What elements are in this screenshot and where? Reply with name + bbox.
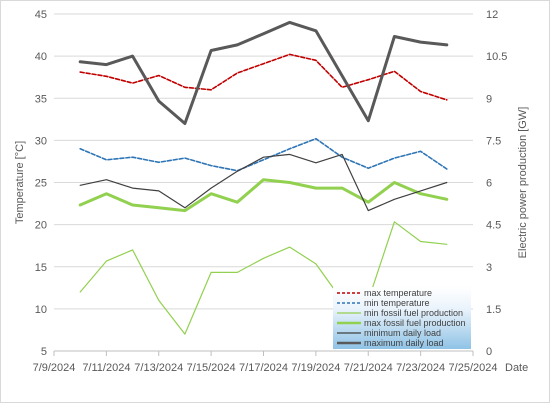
y-left-tick-label: 30 <box>35 135 47 147</box>
x-tick-label: 7/25/2024 <box>449 362 498 374</box>
y-left-tick-label: 35 <box>35 93 47 105</box>
series-line-max-fossil-fuel-production <box>78 178 449 213</box>
y-right-tick-label: 7.5 <box>486 135 501 147</box>
x-tick-label: 7/21/2024 <box>344 362 393 374</box>
y-left-tick-label: 45 <box>35 9 47 21</box>
x-tick-label: 7/19/2024 <box>291 362 340 374</box>
y-right-tick-label: 1.5 <box>486 304 501 316</box>
series-line-max-temperature <box>79 53 448 101</box>
legend-box <box>333 287 471 349</box>
y-right-tick-label: 10.5 <box>486 51 507 63</box>
y-left-tick-label: 40 <box>35 51 47 63</box>
y-left-tick-label: 25 <box>35 178 47 190</box>
series-line-min-fossil-fuel-production <box>79 221 448 335</box>
y-left-tick-label: 5 <box>41 346 47 358</box>
y-left-tick-label: 20 <box>35 220 47 232</box>
legend-label: min fossil fuel production <box>364 308 463 318</box>
y-left-tick-label: 15 <box>35 262 47 274</box>
y-right-tick-label: 4.5 <box>486 220 501 232</box>
y-right-tick-label: 0 <box>486 346 492 358</box>
legend-label: max fossil fuel production <box>364 318 466 328</box>
series-line-min-temperature <box>79 137 448 172</box>
x-tick-label: 7/9/2024 <box>33 362 76 374</box>
x-tick-label: 7/15/2024 <box>187 362 236 374</box>
y-right-tick-label: 6 <box>486 178 492 190</box>
series-lines <box>78 20 449 335</box>
x-tick-label: 7/11/2024 <box>82 362 130 374</box>
x-tick-label: 7/17/2024 <box>239 362 288 374</box>
y-right-tick-label: 3 <box>486 262 492 274</box>
legend-label: maximum daily load <box>364 338 444 348</box>
legend-label: minimum daily load <box>364 328 441 338</box>
x-tick-label: 7/23/2024 <box>396 362 445 374</box>
y-left-axis-title: Temperature [°C] <box>14 141 26 224</box>
legend-label: min temperature <box>364 298 430 308</box>
axes: 5 10 15 20 25 30 35 40 45 0 1.5 3 4.5 6 7.5 9 10.5 12 7/9/… <box>14 9 529 374</box>
legend-label: max temperature <box>364 288 432 298</box>
series-line-minimum-daily-load <box>79 153 448 212</box>
y-left-tick-label: 10 <box>35 304 47 316</box>
series-line-maximum-daily-load <box>78 20 449 125</box>
y-right-tick-label: 9 <box>486 93 492 105</box>
x-axis-title: Date <box>505 362 528 374</box>
y-right-tick-label: 12 <box>486 9 498 21</box>
x-tick-label: 7/13/2024 <box>134 362 183 374</box>
y-right-axis-title: Electric power production [GW] <box>517 107 529 259</box>
